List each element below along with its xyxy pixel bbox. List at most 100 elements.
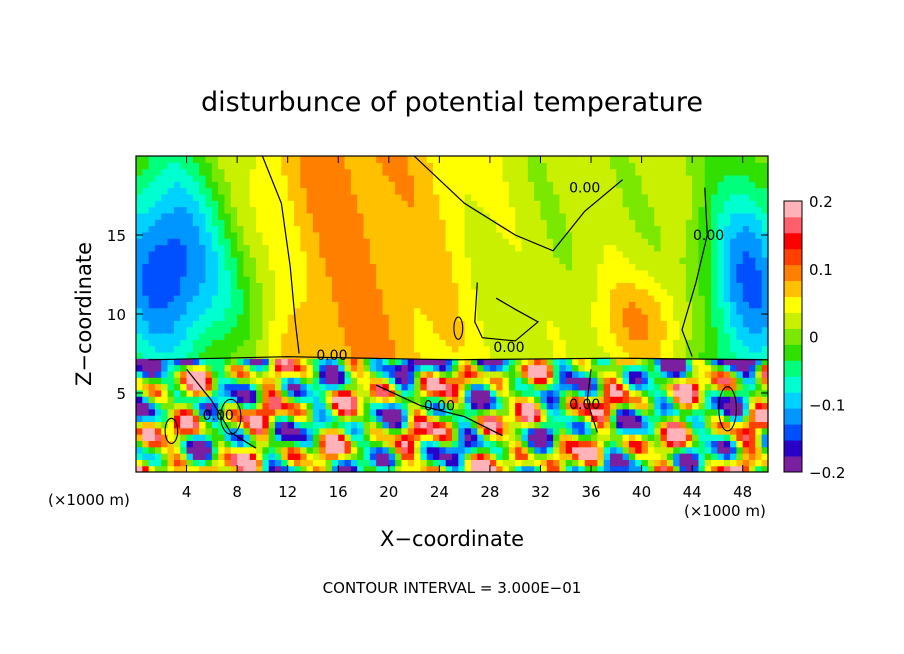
heatmap-cell [306,295,314,302]
heatmap-cell [281,288,289,296]
heatmap-cell [154,174,162,182]
heatmap-cell [654,427,662,435]
heatmap-cell [407,174,415,182]
heatmap-cell [154,434,162,441]
heatmap-cell [572,276,579,283]
heatmap-cell [243,440,251,448]
heatmap-cell [388,421,396,429]
heatmap-cell [192,370,200,378]
heatmap-cell [464,440,472,448]
heatmap-cell [199,402,207,410]
heatmap-cell [224,231,232,239]
heatmap-cell [357,212,365,220]
heatmap-cell [546,415,554,423]
heatmap-cell [325,389,333,397]
heatmap-cell [275,459,282,467]
heatmap-cell [534,212,542,220]
heatmap-cell [496,370,504,378]
heatmap-cell [489,257,497,265]
heatmap-cell [407,421,415,429]
heatmap-cell [439,326,447,334]
heatmap-cell [692,314,700,321]
heatmap-cell [148,377,156,385]
heatmap-cell [287,465,295,472]
heatmap-cell [148,168,156,176]
heatmap-cell [698,225,706,233]
heatmap-cell [736,250,744,258]
heatmap-cell [660,320,668,328]
heatmap-cell [224,427,232,435]
heatmap-cell [622,364,630,372]
heatmap-cell [154,212,162,220]
heatmap-cell [344,282,352,290]
heatmap-cell [331,257,339,265]
heatmap-cell [742,415,750,423]
heatmap-cell [742,295,750,302]
heatmap-cell [597,421,605,429]
heatmap-cell [388,156,396,163]
heatmap-cell [565,307,573,315]
heatmap-cell [294,187,301,195]
heatmap-cell [692,193,700,201]
heatmap-cell [489,364,497,372]
heatmap-cell [300,421,308,429]
heatmap-cell [275,358,282,366]
heatmap-cell [388,238,396,246]
heatmap-cell [749,219,756,227]
heatmap-cell [489,345,497,353]
heatmap-cell [414,193,421,201]
heatmap-cell [414,200,421,208]
heatmap-cell [470,408,478,416]
heatmap-cell [369,276,377,283]
heatmap-cell [325,282,333,290]
heatmap-cell [508,193,516,201]
heatmap-cell [338,440,346,448]
heatmap-cell [730,314,737,321]
heatmap-cell [711,434,719,441]
heatmap-cell [584,408,592,416]
heatmap-cell [470,434,478,441]
heatmap-cell [161,219,169,227]
heatmap-cell [515,257,523,265]
heatmap-cell [578,377,586,385]
heatmap-cell [300,314,308,321]
heatmap-cell [237,295,245,302]
heatmap-cell [483,434,491,441]
heatmap-cell [363,364,371,372]
heatmap-cell [736,295,744,302]
heatmap-cell [167,168,175,176]
heatmap-cell [540,238,548,246]
heatmap-cell [572,326,579,334]
heatmap-cell [300,459,308,467]
heatmap-cell [312,238,320,246]
heatmap-cell [723,415,731,423]
heatmap-cell [515,162,523,170]
heatmap-cell [363,288,371,296]
heatmap-cell [325,225,333,233]
heatmap-cell [306,288,314,296]
heatmap-cell [230,440,238,448]
heatmap-cell [704,307,712,315]
heatmap-cell [439,200,447,208]
heatmap-cell [591,193,598,201]
heatmap-cell [312,206,320,214]
heatmap-cell [173,434,181,441]
heatmap-cell [319,219,327,227]
heatmap-cell [711,295,719,302]
heatmap-cell [553,446,561,454]
heatmap-cell [610,295,617,302]
heatmap-cell [635,402,643,410]
heatmap-cell [534,364,542,372]
heatmap-cell [622,396,630,404]
heatmap-cell [698,345,706,353]
heatmap-cell [553,396,561,404]
heatmap-cell [300,351,308,359]
heatmap-cell [218,301,226,309]
heatmap-cell [395,358,403,366]
heatmap-cell [730,339,737,347]
heatmap-cell [647,339,655,347]
heatmap-cell [237,370,245,378]
heatmap-cell [319,181,327,189]
heatmap-cell [300,174,308,182]
heatmap-cell [136,257,143,265]
